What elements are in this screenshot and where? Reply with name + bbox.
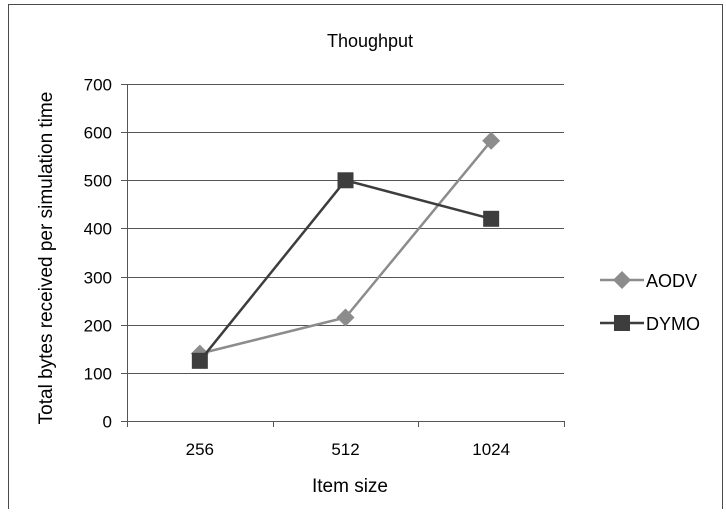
legend-marker-aodv: [613, 271, 631, 289]
series-point-dymo-1024: [483, 210, 500, 227]
y-axis-title: Total bytes received per simulation time: [36, 92, 57, 425]
series: [190, 131, 501, 369]
series-point-aodv-512: [336, 308, 355, 327]
x-axis-title: Item size: [312, 476, 388, 497]
y-tick-label-300: 300: [84, 269, 112, 288]
series-point-dymo-256: [191, 352, 208, 369]
y-tick-label-600: 600: [84, 124, 112, 143]
x-tick-label-512: 512: [331, 440, 359, 459]
y-tick-labels: 0 100 200 300 400 500 600 700: [84, 76, 112, 432]
y-tick-label-100: 100: [84, 365, 112, 384]
x-tick-label-1024: 1024: [472, 440, 510, 459]
series-point-dymo-512: [337, 172, 354, 189]
y-tick-label-500: 500: [84, 172, 112, 191]
series-point-aodv-1024: [482, 131, 501, 150]
chart-border: [8, 4, 723, 514]
y-tick-label-700: 700: [84, 76, 112, 95]
chart-title: Thoughput: [327, 31, 413, 51]
y-tick-label-200: 200: [84, 317, 112, 336]
legend: AODV DYMO: [600, 271, 700, 334]
axes: [121, 84, 565, 427]
legend-label-aodv: AODV: [646, 271, 697, 291]
y-tick-label-400: 400: [84, 220, 112, 239]
legend-marker-dymo: [614, 315, 630, 331]
y-tick-label-0: 0: [103, 413, 112, 432]
x-tick-labels: 256 512 1024: [186, 440, 510, 459]
legend-label-dymo: DYMO: [646, 314, 700, 334]
x-tick-label-256: 256: [186, 440, 214, 459]
